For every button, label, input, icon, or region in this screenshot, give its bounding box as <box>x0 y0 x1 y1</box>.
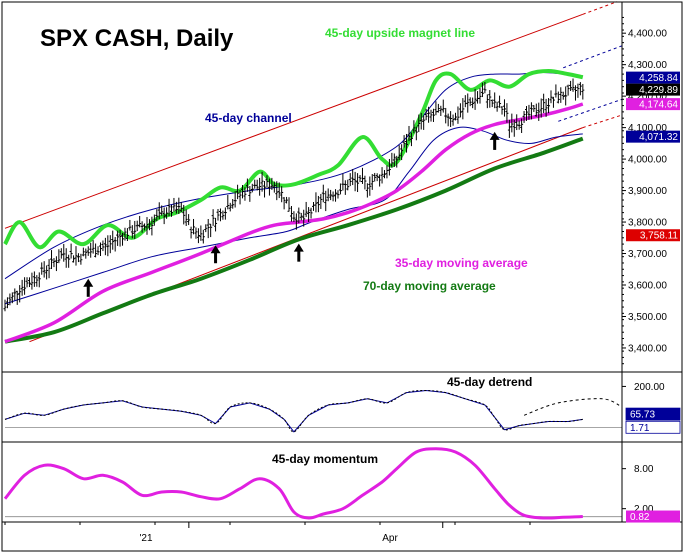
annotation-momentum: 45-day momentum <box>272 452 378 466</box>
annotation-magnet-line: 45-day upside magnet line <box>325 26 475 40</box>
series-layer <box>3 1 623 520</box>
up-arrow-icon <box>83 278 94 297</box>
value-box: 4,174.64 <box>626 98 680 111</box>
value-box-label: 4,229.89 <box>639 85 678 96</box>
channel-upper-band <box>4 71 583 280</box>
up-arrow-head <box>83 278 94 287</box>
value-box-label: 4,071.32 <box>639 132 678 143</box>
value-box-bg <box>626 510 680 523</box>
up-arrow-icon <box>489 131 500 150</box>
price-y-tick-label: 4,000.00 <box>628 155 667 166</box>
value-box: 4,258.84 <box>626 71 680 84</box>
price-bars <box>3 78 585 312</box>
value-box-label: 1.71 <box>630 423 650 434</box>
annotation-ma35: 35-day moving average <box>395 256 528 270</box>
price-y-tick-label: 3,500.00 <box>628 312 667 323</box>
detrend-smooth-line <box>4 389 583 433</box>
value-box-bg <box>626 130 680 143</box>
value-box-bg <box>625 407 681 421</box>
ma70-line <box>4 136 584 344</box>
projection-line <box>558 98 623 122</box>
value-box: 4,229.89 <box>626 83 680 96</box>
value-box-bg <box>626 83 680 96</box>
price-y-tick-label: 3,900.00 <box>628 186 667 197</box>
value-box-label: 4,174.64 <box>639 100 678 111</box>
projection-line <box>563 45 623 69</box>
value-box-bg <box>626 229 680 242</box>
up-arrow-icon <box>293 243 304 262</box>
price-y-tick-label: 3,600.00 <box>628 281 667 292</box>
price-y-tick-label: 4,200.00 <box>628 92 667 103</box>
value-box-label: 0.82 <box>630 512 650 523</box>
detrend-value-box: 1.71 <box>625 420 681 434</box>
price-y-tick-label: 4,100.00 <box>628 123 667 134</box>
value-box: 3,758.11 <box>626 229 680 242</box>
value-box-label: 4,258.84 <box>639 73 678 84</box>
momentum-line <box>3 447 583 520</box>
projection-line <box>582 1 618 15</box>
detrend-line <box>4 389 583 433</box>
momentum-value-box: 0.82 <box>626 510 680 523</box>
labels-layer: SPX CASH, Daily 45-day upside magnet lin… <box>40 25 532 544</box>
price-y-tick-label: 3,400.00 <box>628 343 667 354</box>
value-box: 4,071.32 <box>626 130 680 143</box>
projection-line <box>582 114 623 129</box>
detrend-y-tick-label: 200.00 <box>634 382 665 393</box>
momentum-y-tick-label: 8.00 <box>634 464 654 475</box>
annotation-channel: 45-day channel <box>205 111 292 125</box>
price-y-tick-label: 4,300.00 <box>628 60 667 71</box>
up-arrow-head <box>293 243 304 252</box>
price-y-tick-label: 3,800.00 <box>628 218 667 229</box>
up-arrow-head <box>489 131 500 140</box>
value-box-bg <box>626 98 680 111</box>
annotation-detrend: 45-day detrend <box>447 375 532 389</box>
price-y-tick-label: 4,400.00 <box>628 29 667 40</box>
up-arrow-head <box>210 245 221 254</box>
x-tick-label-jan: '21 <box>139 533 152 544</box>
x-tick-label-apr: Apr <box>382 533 398 544</box>
value-box-bg <box>625 420 681 434</box>
magnet-line <box>3 68 584 250</box>
value-box-bg <box>626 71 680 84</box>
value-box-label: 65.73 <box>630 410 655 421</box>
up-arrow-icon <box>210 245 221 264</box>
annotation-ma70: 70-day moving average <box>363 279 496 293</box>
detrend-value-box: 65.73 <box>625 407 681 421</box>
value-box-label: 3,758.11 <box>640 231 679 242</box>
price-y-tick-label: 3,700.00 <box>628 249 667 260</box>
momentum-y-tick-label: 2.00 <box>634 504 654 515</box>
outer-channel-upper <box>4 13 583 229</box>
chart-title: SPX CASH, Daily <box>40 25 234 52</box>
